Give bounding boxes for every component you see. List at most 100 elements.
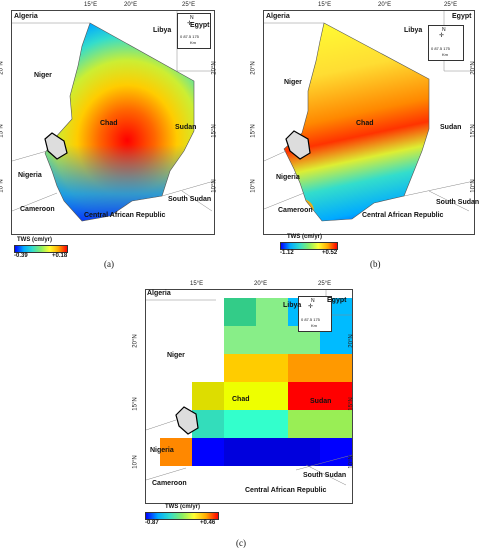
grid-cell (320, 382, 352, 410)
grid-cells (160, 298, 352, 466)
grid-cell (256, 382, 288, 410)
country-label-south-sudan: South Sudan (436, 199, 480, 206)
north-arrow-icon: N (190, 15, 194, 21)
grid-cell (288, 438, 320, 466)
grid-cell (256, 354, 288, 382)
lat-tick: 20°N (0, 61, 5, 75)
country-label-cameroon: Cameroon (20, 206, 55, 213)
panel-caption: (a) (104, 259, 114, 269)
legend-title: TWS (cm/yr) (287, 234, 323, 240)
country-label-sudan: Sudan (175, 124, 197, 131)
tws-raster-b (264, 11, 474, 222)
grid-cell (224, 326, 256, 354)
country-label-cameroon: Cameroon (278, 207, 313, 214)
country-label-car: Central African Republic (245, 487, 327, 494)
lat-tick: 15°N (211, 124, 218, 138)
lat-tick: 15°N (348, 397, 355, 411)
lat-tick: 20°N (348, 334, 355, 348)
legend-colorbar (145, 512, 219, 520)
lon-tick: 25°E (318, 281, 332, 287)
country-label-nigeria: Nigeria (18, 172, 42, 179)
country-label-nigeria: Nigeria (276, 174, 300, 181)
grid-cell (256, 326, 288, 354)
lat-tick: 20°N (470, 61, 477, 75)
country-label-egypt: Egypt (452, 13, 472, 20)
country-label-chad: Chad (100, 120, 118, 127)
lon-tick: 20°E (124, 2, 138, 8)
grid-cell (192, 382, 224, 410)
legend-max: +0.52 (322, 250, 338, 256)
country-label-car: Central African Republic (84, 212, 166, 219)
lon-tick: 25°E (182, 2, 196, 8)
country-label-libya: Libya (153, 27, 172, 34)
grid-cell (224, 410, 256, 438)
grid-cell (320, 354, 352, 382)
country-label-niger: Niger (167, 352, 185, 359)
lat-tick: 10°N (470, 179, 477, 193)
country-label-algeria: Algeria (14, 13, 38, 20)
grid-cell (256, 298, 288, 326)
legend-colorbar (14, 245, 68, 253)
grid-cell (224, 382, 256, 410)
grid-cell (256, 410, 288, 438)
legend-min: -1.12 (280, 250, 294, 256)
grid-cell (288, 354, 320, 382)
lake-chad-outline (175, 406, 199, 435)
lat-tick: 15°N (470, 124, 477, 138)
country-label-chad: Chad (356, 120, 374, 127)
country-label-south-sudan: South Sudan (303, 472, 347, 479)
grid-cell (288, 382, 320, 410)
country-label-sudan: Sudan (440, 124, 462, 131)
legend-colorbar (280, 242, 338, 250)
country-label-nigeria: Nigeria (150, 447, 174, 454)
country-label-egypt: Egypt (327, 297, 347, 304)
lat-tick: 10°N (250, 179, 257, 193)
legend-min: -0.87 (145, 520, 159, 526)
north-arrow-icon: N (442, 27, 446, 33)
grid-cell (320, 410, 352, 438)
country-label-south-sudan: South Sudan (168, 196, 212, 203)
lat-tick: 10°N (132, 455, 139, 469)
grid-cell (256, 438, 288, 466)
north-arrow-icon: N (311, 298, 315, 304)
lat-tick: 10°N (211, 179, 218, 193)
scale-text: 0 87.5 175 (431, 46, 450, 51)
map-panel-b: N ✛ 0 87.5 175 Km (263, 10, 475, 235)
compass-rose-icon: ✛ (439, 33, 445, 39)
lat-tick: 10°N (348, 455, 355, 469)
lon-tick: 15°E (190, 281, 204, 287)
country-label-algeria: Algeria (266, 13, 290, 20)
lat-tick: 15°N (0, 124, 5, 138)
country-label-cameroon: Cameroon (152, 480, 187, 487)
legend-title: TWS (cm/yr) (17, 237, 53, 243)
grid-cell (320, 438, 352, 466)
lon-tick: 20°E (378, 2, 392, 8)
legend-max: +0.46 (200, 520, 216, 526)
country-label-libya: Libya (283, 302, 302, 309)
lon-tick: 15°E (84, 2, 98, 8)
country-label-chad: Chad (232, 396, 250, 403)
grid-cell (192, 438, 224, 466)
tws-raster-a (12, 11, 214, 222)
legend-title: TWS (cm/yr) (165, 504, 201, 510)
grid-cell (224, 438, 256, 466)
compass-rose-icon: ✛ (187, 21, 193, 27)
legend-max: +0.18 (52, 253, 68, 259)
grid-cell (288, 410, 320, 438)
scale-text: 0 87.5 175 (301, 317, 320, 322)
country-label-libya: Libya (404, 27, 423, 34)
lon-tick: 25°E (444, 2, 458, 8)
compass-scale-inset-a: N ✛ 0 87.5 175 Km (177, 13, 211, 49)
lat-tick: 15°N (250, 124, 257, 138)
lat-tick: 20°N (211, 61, 218, 75)
compass-scale-inset-b: N ✛ 0 87.5 175 Km (428, 25, 464, 61)
compass-scale-inset-c: N ✛ 0 87.5 175 Km (298, 296, 332, 332)
panel-caption: (b) (370, 259, 381, 269)
country-label-algeria: Algeria (147, 290, 171, 297)
country-label-sudan: Sudan (310, 398, 332, 405)
tws-grid-c (146, 290, 352, 486)
panel-caption: (c) (236, 538, 246, 548)
legend-min: -0.39 (14, 253, 28, 259)
scale-unit: Km (190, 40, 196, 45)
lat-tick: 20°N (250, 61, 257, 75)
